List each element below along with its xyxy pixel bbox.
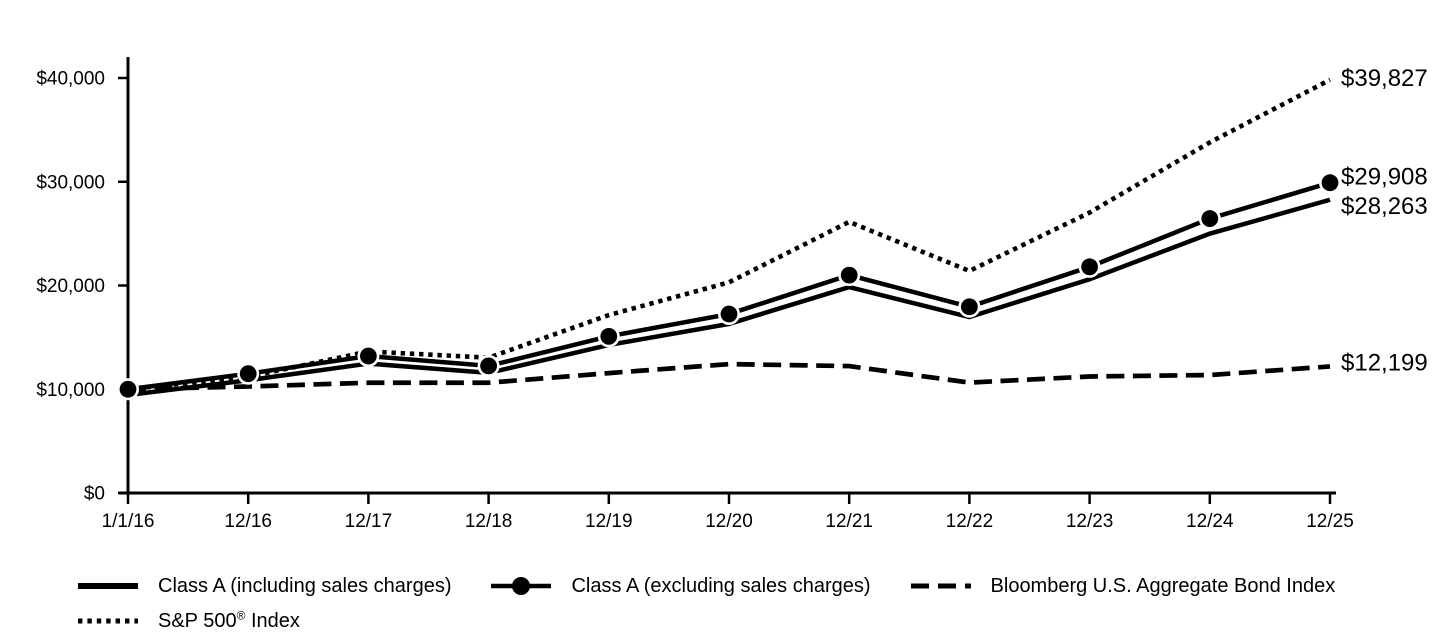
series-marker bbox=[480, 357, 497, 375]
x-tick-label: 1/1/16 bbox=[102, 511, 155, 532]
x-tick-label: 12/16 bbox=[224, 511, 272, 532]
series-end-label-s-p-500-index: $39,827 bbox=[1341, 65, 1428, 92]
legend-label: S&P 500® Index bbox=[158, 608, 300, 632]
x-tick-label: 12/24 bbox=[1186, 511, 1234, 532]
y-tick-label: $30,000 bbox=[36, 172, 105, 193]
x-tick-label: 12/18 bbox=[465, 511, 513, 532]
y-tick-label: $20,000 bbox=[36, 276, 105, 297]
series-marker bbox=[720, 305, 738, 323]
x-tick-label: 12/25 bbox=[1306, 511, 1354, 532]
series-marker bbox=[600, 327, 618, 345]
series-marker bbox=[1321, 174, 1339, 192]
series-line-s-p-500-index bbox=[127, 77, 1332, 392]
solid-line-swatch-icon bbox=[78, 583, 138, 589]
x-tick-label: 12/20 bbox=[705, 511, 753, 532]
chart-legend: Class A (including sales charges) Class A… bbox=[76, 574, 1436, 636]
series-marker bbox=[1201, 210, 1219, 227]
dashed-line-swatch-icon bbox=[910, 583, 971, 589]
solid-marker-line-swatch-icon bbox=[491, 577, 552, 595]
series-marker bbox=[119, 380, 137, 398]
legend-row-2: S&P 500® Index bbox=[76, 609, 1436, 633]
legend-label: Bloomberg U.S. Aggregate Bond Index bbox=[990, 575, 1336, 597]
y-tick-label: $10,000 bbox=[36, 380, 105, 401]
growth-of-10000-chart: $0 $10,000 $20,000 $30,000 $40,000 1/1/16 12/1… bbox=[36, 57, 1428, 532]
legend-item-bloomberg-u-s-aggregate-bond-index: Bloomberg U.S. Aggregate Bond Index bbox=[909, 574, 1336, 598]
series-marker bbox=[360, 347, 377, 365]
x-tick-label: 12/17 bbox=[345, 511, 393, 532]
y-tick-label: $40,000 bbox=[36, 69, 105, 90]
legend-label: Class A (including sales charges) bbox=[158, 575, 452, 597]
series-end-label-bloomberg-u-s-aggregate-bond-index: $12,199 bbox=[1341, 349, 1428, 376]
x-tick-label: 12/19 bbox=[585, 511, 633, 532]
series-marker bbox=[239, 365, 257, 383]
x-tick-label: 12/22 bbox=[946, 511, 994, 532]
series-end-label-class-a-including-sales-charges: $28,263 bbox=[1341, 193, 1428, 220]
legend-item-class-a-including-sales-charges: Class A (including sales charges) bbox=[76, 574, 451, 598]
x-tick-label: 12/23 bbox=[1066, 511, 1114, 532]
legend-label: Class A (excluding sales charges) bbox=[571, 575, 871, 597]
legend-item-s-p-500-index: S&P 500® Index bbox=[76, 609, 300, 633]
y-tick-label: $0 bbox=[84, 484, 105, 505]
x-tick-label: 12/21 bbox=[825, 511, 873, 532]
series-marker bbox=[1081, 258, 1098, 276]
legend-item-class-a-excluding-sales-charges: Class A (excluding sales charges) bbox=[489, 574, 871, 598]
series-end-label-class-a-excluding-sales-charges: $29,908 bbox=[1341, 164, 1428, 191]
series-line-bloomberg-u-s-aggregate-bond-index bbox=[127, 361, 1331, 392]
legend-row-1: Class A (including sales charges) Class A… bbox=[76, 574, 1436, 598]
series-marker bbox=[961, 298, 978, 316]
series-line-class-a-excluding-sales-charges bbox=[127, 180, 1331, 392]
dotted-line-swatch-icon bbox=[78, 618, 138, 624]
series-marker bbox=[840, 266, 858, 284]
